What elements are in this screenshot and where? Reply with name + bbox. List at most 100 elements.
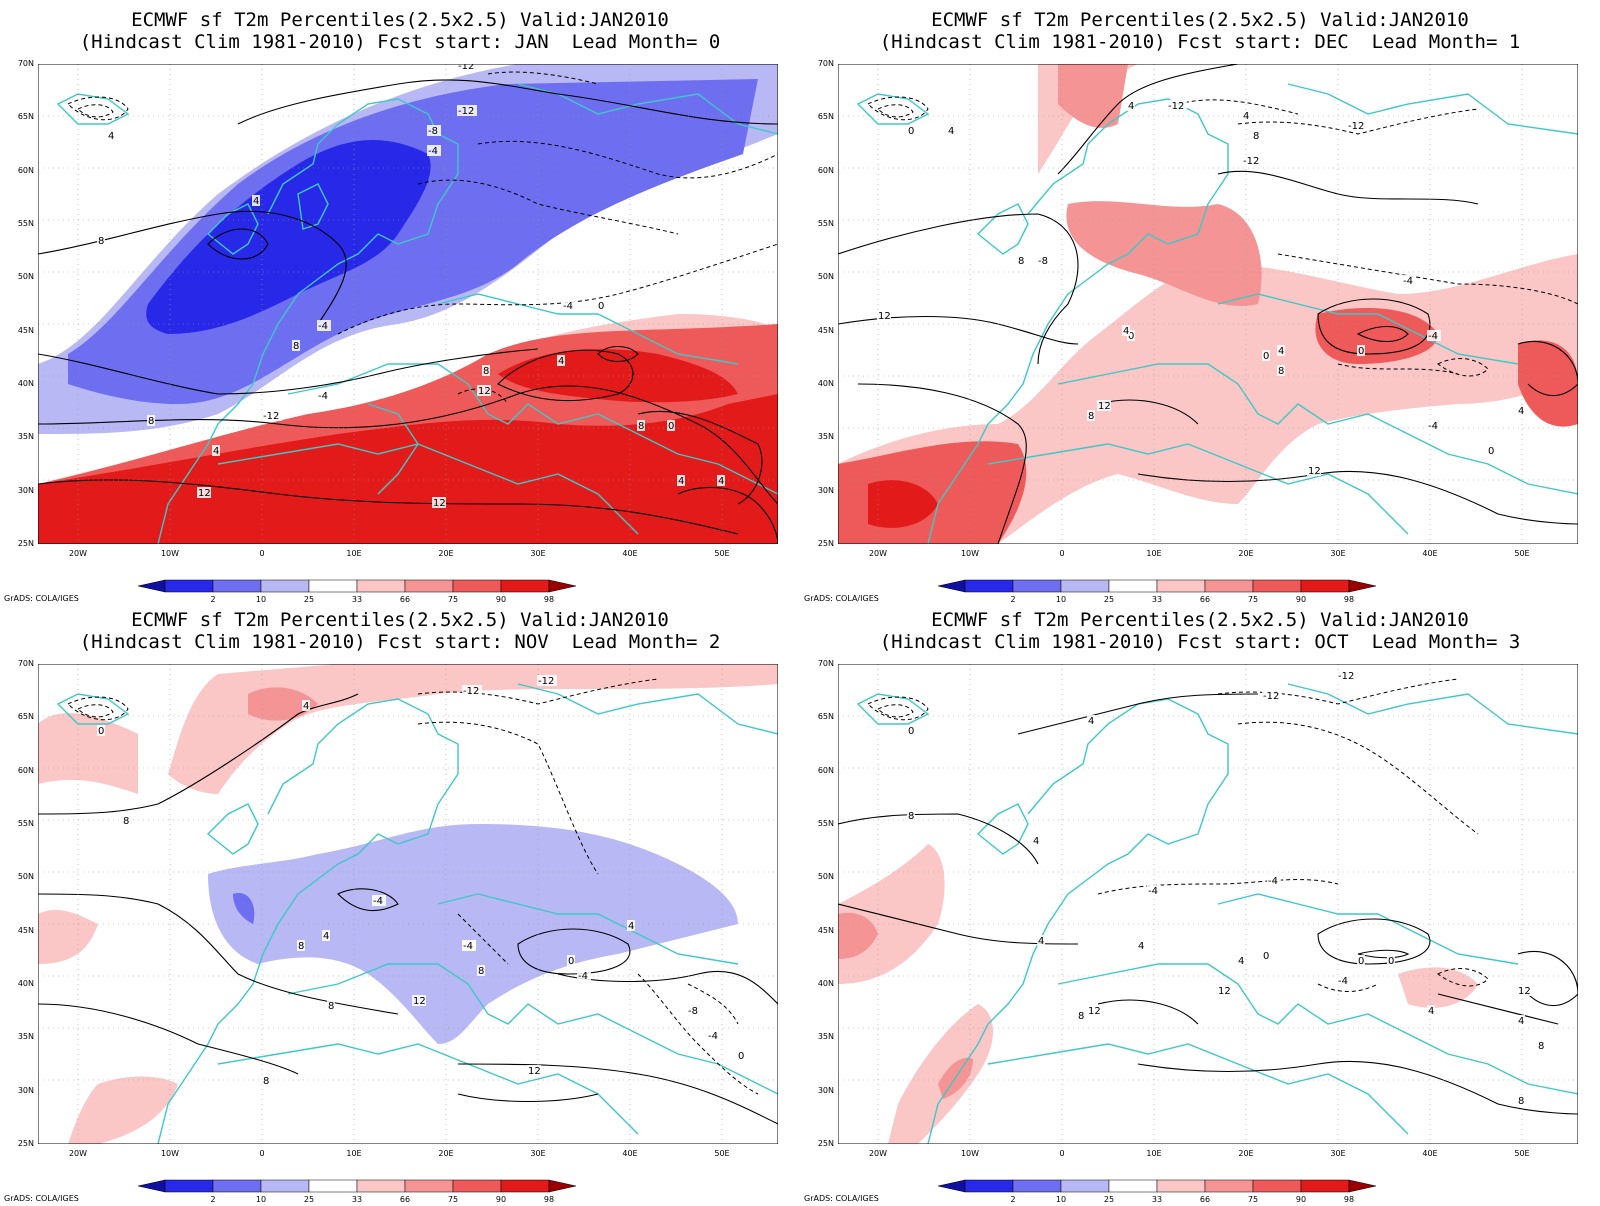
- contour-label: 4: [1038, 936, 1044, 947]
- contour-label-bg: [1517, 985, 1531, 996]
- contour-label: -4: [1338, 976, 1348, 987]
- contour-label: 4: [1238, 956, 1244, 967]
- contour-label-bg: [1427, 330, 1441, 341]
- lon-label: 10W: [960, 549, 980, 558]
- lat-label: 60N: [17, 765, 34, 775]
- contour-label-bg: [1242, 155, 1262, 166]
- contour-label-bg: [1277, 365, 1285, 376]
- contour-label-bg: [457, 64, 477, 71]
- lat-label: 50N: [817, 872, 834, 882]
- contour-label-bg: [1427, 1005, 1435, 1016]
- contour-label: -4: [318, 321, 328, 332]
- lat-label: 35N: [17, 432, 34, 442]
- lat-label: 45N: [17, 325, 34, 335]
- contour-label: 8: [1088, 411, 1094, 422]
- contour-label: -8: [1038, 256, 1048, 267]
- contour-label-bg: [302, 700, 310, 711]
- colorbar-segment: [404, 1179, 454, 1193]
- panel-title-line1: ECMWF sf T2m Percentiles(2.5x2.5) Valid:…: [931, 9, 1469, 31]
- contour-label: 8: [293, 341, 299, 352]
- contour-label: 8: [148, 416, 154, 427]
- panel-title-line2: (Hindcast Clim 1981-2010) Fcst start: JA…: [79, 31, 721, 53]
- contour-label: -4: [578, 971, 588, 982]
- lon-label: 0: [259, 1149, 265, 1158]
- lat-label: 25N: [17, 1139, 34, 1148]
- lon-label: 10E: [346, 549, 362, 558]
- coastline-layer: [56, 83, 778, 544]
- contour-label: 4: [558, 356, 564, 367]
- contour-label: 8: [298, 941, 304, 952]
- contour-label: 8: [908, 811, 914, 822]
- colorbar: 2 10 25 33 66 75 90 98: [138, 1179, 577, 1204]
- contour-label-bg: [317, 390, 331, 401]
- lon-label: 20E: [1238, 1149, 1254, 1158]
- contour-label: 8: [1538, 1041, 1544, 1052]
- contour-label-bg: [1167, 100, 1187, 111]
- lat-label: 65N: [17, 112, 34, 122]
- colorbar-tick-label: 66: [1200, 595, 1210, 604]
- colorbar-segment: [1108, 1179, 1158, 1193]
- contour-label-bg: [1517, 1095, 1525, 1106]
- lat-label: 55N: [817, 219, 834, 228]
- contour-label-bg: [1237, 955, 1245, 966]
- lat-label: 25N: [817, 1139, 834, 1148]
- panel-title-line1: ECMWF sf T2m Percentiles(2.5x2.5) Valid:…: [131, 609, 669, 631]
- contour-label: -4: [1403, 276, 1413, 287]
- contour-label-bg: [97, 725, 105, 736]
- colorbar-segment: [452, 1179, 502, 1193]
- contour-label: 4: [718, 476, 724, 487]
- colorbar-arrow-low: [938, 579, 966, 593]
- lat-label: 30N: [817, 1085, 834, 1095]
- lat-label: 70N: [817, 659, 834, 668]
- contour-label: 0: [1358, 956, 1364, 967]
- colorbar-tick-label: 75: [1248, 595, 1258, 604]
- lat-label: 65N: [817, 112, 834, 122]
- lat-label: 35N: [17, 1032, 34, 1042]
- contour-label-bg: [477, 385, 491, 396]
- contour-label: 0: [908, 126, 914, 137]
- colorbar-arrow-high: [1348, 579, 1377, 593]
- contour-layer: [38, 79, 778, 544]
- contour-label: 0: [598, 301, 604, 312]
- colorbar-arrow-high: [548, 1179, 577, 1193]
- contour-label: 4: [108, 131, 114, 142]
- colorbar-segment: [404, 579, 454, 593]
- lat-label: 65N: [817, 712, 834, 722]
- colorbar-segment: [308, 579, 358, 593]
- contour-label: 12: [1088, 1006, 1101, 1017]
- contour-label: 4: [323, 931, 329, 942]
- lon-label: 20E: [438, 1149, 454, 1158]
- contour-label-bg: [1517, 1015, 1525, 1026]
- colorbar-segment: [1204, 1179, 1254, 1193]
- colorbar-tick-label: 66: [400, 595, 410, 604]
- contour-label: -12: [538, 676, 554, 687]
- lon-label: 10W: [160, 1149, 180, 1158]
- contour-label-bg: [1147, 885, 1161, 896]
- contour-label: -4: [373, 896, 383, 907]
- dashed-contour-layer: [867, 96, 1578, 377]
- contour-label: 4: [1243, 111, 1249, 122]
- colorbar-segment: [1252, 579, 1302, 593]
- contour-label: 0: [1488, 446, 1494, 457]
- contour-label: 8: [1018, 256, 1024, 267]
- colorbar-segment: [1108, 579, 1158, 593]
- contour-label: 4: [1128, 101, 1134, 112]
- lon-label: 20W: [68, 1149, 88, 1158]
- contour-label-bg: [1277, 345, 1285, 356]
- contour-label-bg: [1262, 950, 1270, 961]
- lon-label: 0: [1059, 1149, 1065, 1158]
- lat-label: 65N: [17, 712, 34, 722]
- lon-label: 20W: [68, 549, 88, 558]
- contour-label: 12: [433, 498, 446, 509]
- colorbar-segment: [500, 1179, 550, 1193]
- lon-label: 40E: [1422, 549, 1438, 558]
- contour-label-bg: [297, 940, 305, 951]
- lon-label: 10W: [160, 549, 180, 558]
- contour-label-bg: [197, 487, 211, 498]
- lon-label: 0: [259, 549, 265, 558]
- contour-label-bg: [1087, 1005, 1101, 1016]
- colorbar-segment: [1012, 1179, 1062, 1193]
- colorbar-segment: [260, 1179, 310, 1193]
- contour-label: -12: [263, 411, 279, 422]
